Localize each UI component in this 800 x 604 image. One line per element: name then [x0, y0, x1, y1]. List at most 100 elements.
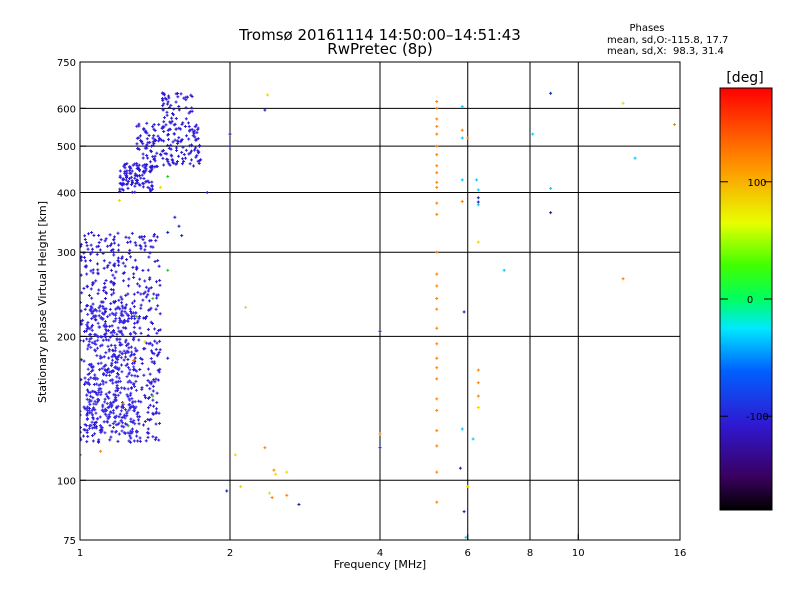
cluster-point — [91, 413, 95, 417]
cluster-point — [184, 98, 188, 102]
cluster-point — [135, 434, 139, 438]
cluster-point — [85, 327, 89, 331]
cluster-point — [115, 389, 119, 393]
data-point — [166, 268, 170, 272]
cluster-point — [142, 235, 146, 239]
cluster-point — [108, 335, 112, 339]
cluster-point — [158, 339, 162, 343]
cluster-point — [111, 408, 115, 412]
cluster-point — [194, 123, 198, 127]
cluster-point — [125, 258, 129, 262]
cluster-point — [158, 328, 162, 332]
cluster-point — [139, 140, 143, 144]
cluster-point — [175, 162, 179, 166]
cluster-point — [108, 244, 112, 248]
data-point — [378, 329, 382, 333]
cluster-point — [139, 303, 143, 307]
cluster-point — [118, 340, 122, 344]
cluster-point — [97, 233, 101, 237]
cluster-point — [183, 156, 187, 160]
cluster-point — [89, 243, 93, 247]
cluster-point — [128, 432, 132, 436]
cluster-point — [141, 185, 145, 189]
cluster-point — [96, 399, 100, 403]
cluster-point — [151, 143, 155, 147]
cluster-point — [155, 331, 159, 335]
cluster-point — [149, 382, 153, 386]
cluster-point — [85, 388, 89, 392]
cluster-point — [103, 239, 107, 243]
cluster-point — [118, 316, 122, 320]
cluster-point — [137, 167, 141, 171]
cluster-point — [99, 393, 103, 397]
cluster-point — [153, 165, 157, 169]
cluster-point — [83, 376, 87, 380]
cluster-point — [157, 139, 161, 143]
cluster-point — [125, 412, 129, 416]
cluster-point — [104, 409, 108, 413]
cluster-point — [112, 392, 116, 396]
cluster-point — [133, 258, 137, 262]
cluster-point — [128, 169, 132, 173]
cluster-point — [151, 155, 155, 159]
cluster-point — [97, 383, 101, 387]
cluster-point — [155, 296, 159, 300]
cluster-point — [117, 243, 121, 247]
cluster-point — [115, 306, 119, 310]
cluster-point — [90, 310, 94, 314]
cluster-point — [109, 435, 113, 439]
cluster-point — [151, 245, 155, 249]
cluster-point — [123, 166, 127, 170]
cluster-point — [86, 347, 90, 351]
cluster-point — [120, 424, 124, 428]
cluster-point — [140, 386, 144, 390]
cluster-point — [181, 157, 185, 161]
cluster-point — [92, 315, 96, 319]
cluster-point — [124, 364, 128, 368]
data-point — [462, 510, 466, 514]
cluster-point — [179, 92, 183, 96]
cluster-point — [129, 440, 133, 444]
cluster-point — [155, 401, 159, 405]
cluster-point — [147, 255, 151, 259]
cluster-point — [187, 144, 191, 148]
cluster-point — [105, 395, 109, 399]
cluster-point — [156, 259, 160, 263]
cluster-point — [152, 352, 156, 356]
cluster-point — [176, 140, 180, 144]
cluster-point — [114, 346, 118, 350]
cluster-point — [196, 149, 200, 153]
cluster-point — [143, 290, 147, 294]
cluster-point — [156, 352, 160, 356]
cluster-point — [142, 182, 146, 186]
cluster-point — [149, 189, 153, 193]
cluster-point — [129, 419, 133, 423]
cluster-point — [131, 420, 135, 424]
cluster-point — [152, 127, 156, 131]
data-point — [435, 326, 439, 330]
cluster-point — [150, 144, 154, 148]
data-point — [180, 234, 184, 238]
cluster-point — [100, 356, 104, 360]
cluster-point — [132, 383, 136, 387]
cluster-point — [141, 238, 145, 242]
x-tick-label: 6 — [465, 548, 471, 559]
cluster-point — [154, 436, 158, 440]
cluster-point — [93, 339, 97, 343]
cluster-point — [147, 299, 151, 303]
y-tick-label: 500 — [57, 142, 76, 153]
cluster-point — [137, 163, 141, 167]
data-point — [471, 437, 475, 441]
cluster-point — [118, 350, 122, 354]
data-point — [502, 268, 506, 272]
cluster-point — [113, 420, 117, 424]
cluster-point — [124, 422, 128, 426]
cluster-point — [131, 163, 135, 167]
cluster-point — [117, 263, 121, 267]
cluster-point — [122, 358, 126, 362]
cluster-point — [105, 265, 109, 269]
cluster-point — [120, 309, 124, 313]
cluster-point — [169, 153, 173, 157]
cluster-point — [144, 285, 148, 289]
data-point — [531, 132, 535, 136]
